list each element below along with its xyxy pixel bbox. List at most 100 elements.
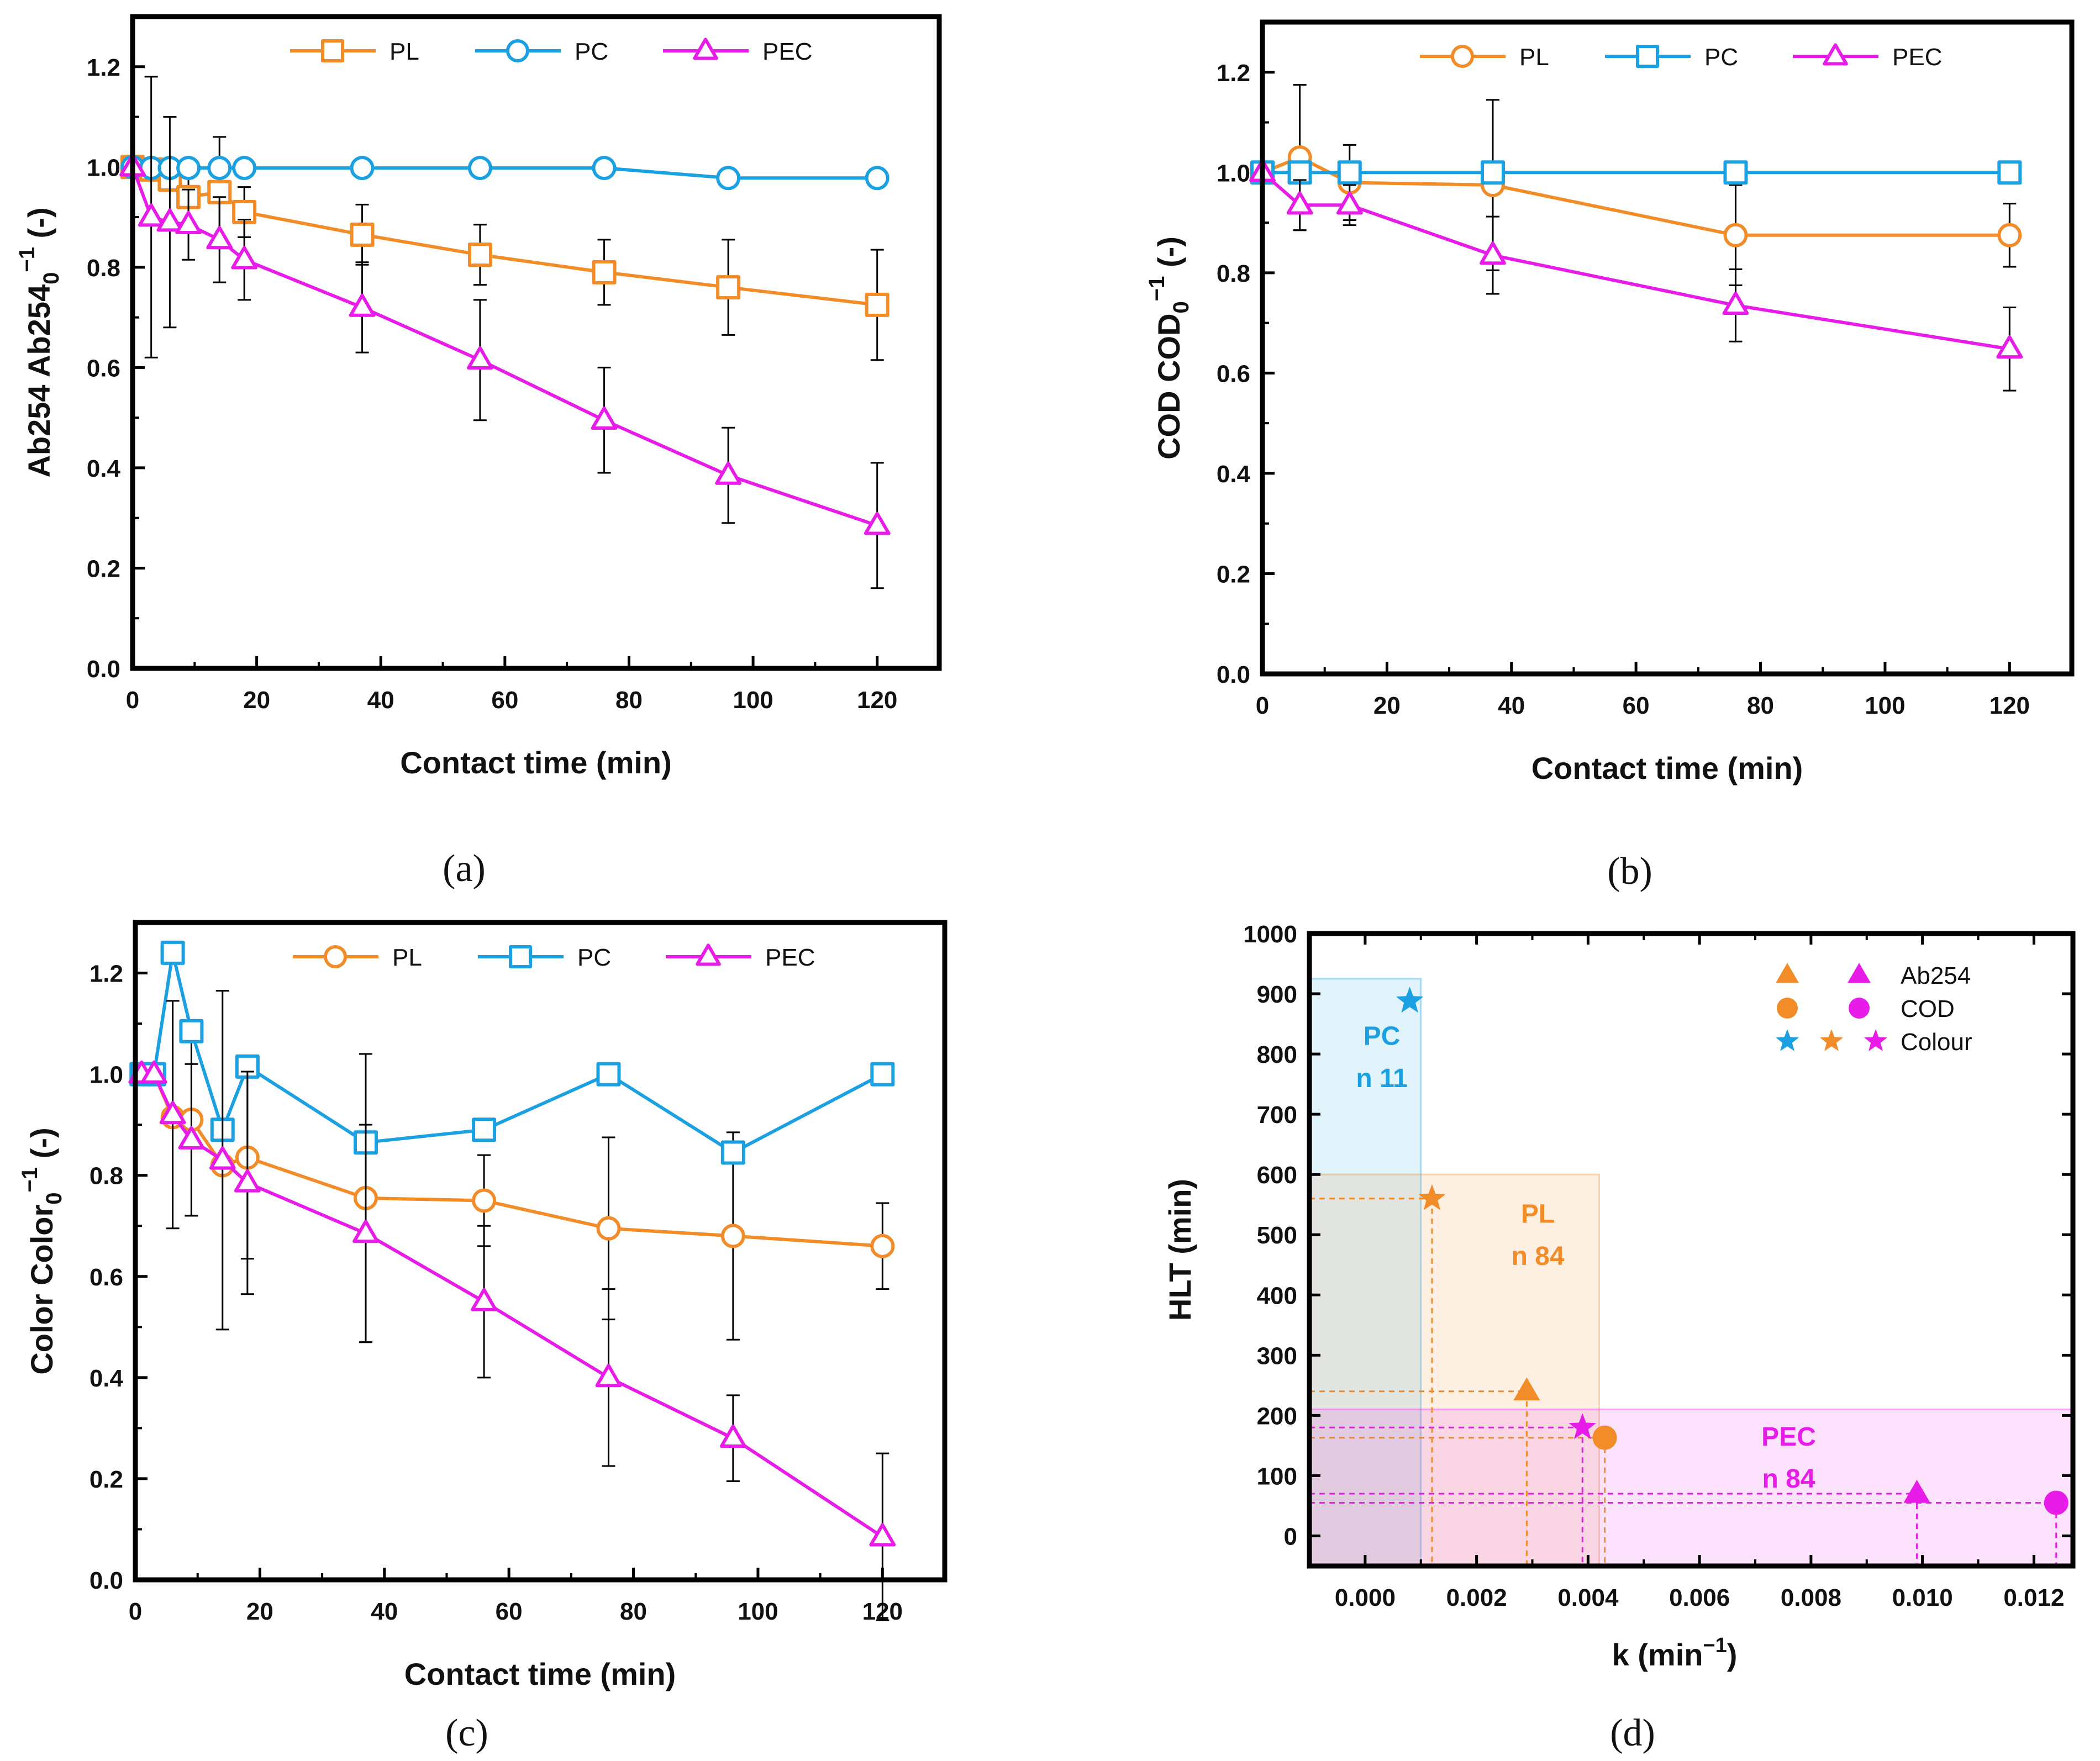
plot-frame — [1307, 931, 2076, 1569]
y-axis-label: Color Color0−1 (-) — [18, 1127, 66, 1374]
y-axis-label-sup: −1 — [18, 1167, 42, 1193]
x-tick-label: 80 — [615, 687, 643, 714]
data-point — [1480, 241, 1506, 265]
data-point — [1480, 160, 1505, 185]
region-label: PEC — [1761, 1422, 1816, 1452]
legend: PL PC PEC — [293, 943, 815, 971]
region-pec — [1308, 1408, 2074, 1567]
y-tick-label: 0.0 — [90, 1567, 123, 1594]
x-tick-label: 40 — [371, 1598, 398, 1625]
plot-frame — [133, 920, 948, 1583]
y-tick-label: 900 — [1257, 981, 1297, 1008]
x-tick-label: 20 — [1373, 692, 1401, 719]
x-tick-label: 40 — [367, 687, 394, 714]
y-axis-label: HLT (min) — [1162, 1179, 1197, 1321]
y-tick-label: 1.2 — [90, 961, 123, 988]
data-point — [1336, 191, 1363, 215]
y-tick-label: 600 — [1257, 1162, 1297, 1189]
data-point-pec-cod — [2044, 1490, 2069, 1515]
data-point — [467, 242, 492, 267]
x-axis-label-tail: ) — [1727, 1637, 1738, 1672]
legend-marker — [321, 39, 344, 62]
y-tick-label: 800 — [1257, 1041, 1297, 1068]
y-tick-label: 0.6 — [87, 355, 120, 382]
data-point-pec-ab254 — [1903, 1479, 1930, 1503]
data-point — [720, 1224, 745, 1248]
legend-label: PC — [575, 38, 608, 65]
x-tick-label: 20 — [246, 1598, 273, 1625]
data-point-pec-colour — [1569, 1413, 1596, 1440]
data-point — [592, 260, 617, 284]
legend-marker — [1864, 1029, 1887, 1051]
data-point-pc-colour — [1396, 987, 1424, 1013]
legend-marker — [693, 38, 718, 60]
legend-marker — [1636, 45, 1659, 68]
series-pl — [1250, 83, 2022, 287]
x-axis-label: Contact time (min) — [400, 745, 672, 780]
legend-marker — [509, 945, 532, 968]
data-point — [591, 406, 618, 430]
series-line — [1261, 171, 2010, 351]
y-tick-label: 200 — [1257, 1403, 1297, 1430]
series-pec — [128, 990, 896, 1621]
x-tick-label: 0 — [1256, 692, 1269, 719]
data-point — [869, 1523, 896, 1547]
y-tick-label: 400 — [1257, 1282, 1297, 1309]
region-count-label: n 11 — [1356, 1064, 1407, 1093]
panel-b: 0.0 0.2 0.4 0.6 0.8 1.0 1.2 0 20 40 60 80 100 120 PL PC… — [1145, 19, 2075, 893]
data-point — [596, 1062, 621, 1087]
data-point — [870, 1233, 895, 1258]
series-line — [141, 952, 883, 1154]
y-axis-label-tail: (-) — [24, 1127, 59, 1167]
data-point — [156, 208, 183, 232]
legend-label: PL — [1519, 44, 1549, 71]
legend-label: PEC — [765, 944, 815, 971]
data-point — [140, 1060, 167, 1084]
data-point — [1286, 191, 1313, 215]
x-tick-label: 60 — [491, 687, 518, 714]
legend-marker — [506, 39, 529, 62]
y-tick-label: 1.0 — [90, 1062, 123, 1089]
region-count-label: n 84 — [1762, 1464, 1815, 1494]
legend-marker — [1451, 45, 1474, 68]
x-tick-label: 80 — [1747, 692, 1774, 719]
data-point — [1997, 160, 2022, 185]
x-axis-label-main: k (min — [1612, 1637, 1703, 1672]
y-axis-label-sub: 0 — [1169, 301, 1193, 313]
panel-label: (a) — [443, 847, 486, 890]
series-line — [141, 1072, 883, 1538]
x-tick-label: 0.012 — [2003, 1584, 2064, 1611]
legend-label: PC — [1704, 44, 1738, 71]
y-tick-label: 0.2 — [90, 1466, 123, 1493]
legend: Ab254 COD Colour — [1776, 962, 1972, 1056]
legend-marker — [1820, 1029, 1843, 1051]
legend-marker — [1848, 963, 1871, 983]
x-axis-label: k (min−1) — [1612, 1634, 1738, 1672]
y-tick-label: 0.4 — [87, 455, 121, 482]
data-point — [1723, 223, 1748, 247]
y-tick-label: 0.4 — [1217, 461, 1251, 488]
panel-label: (d) — [1610, 1712, 1655, 1754]
data-point — [1287, 160, 1312, 185]
data-point — [179, 1019, 204, 1043]
data-point — [467, 346, 493, 370]
y-tick-label: 0.2 — [87, 555, 120, 582]
x-axis-label: Contact time (min) — [1531, 751, 1803, 785]
x-tick-label: 80 — [620, 1598, 647, 1625]
data-point — [715, 461, 742, 485]
legend-label: COD — [1901, 995, 1955, 1022]
data-point — [175, 210, 202, 234]
data-point — [232, 156, 257, 181]
data-point — [472, 1117, 497, 1142]
data-point — [350, 156, 375, 181]
y-tick-label: 1.2 — [1217, 60, 1250, 87]
data-point — [870, 1062, 895, 1087]
data-point — [138, 203, 165, 227]
x-tick-label: 0.000 — [1335, 1584, 1396, 1611]
data-point — [1723, 160, 1748, 185]
x-tick-label: 0.002 — [1446, 1584, 1507, 1611]
legend: PL PC PEC — [290, 38, 812, 65]
legend-marker — [1776, 963, 1799, 983]
